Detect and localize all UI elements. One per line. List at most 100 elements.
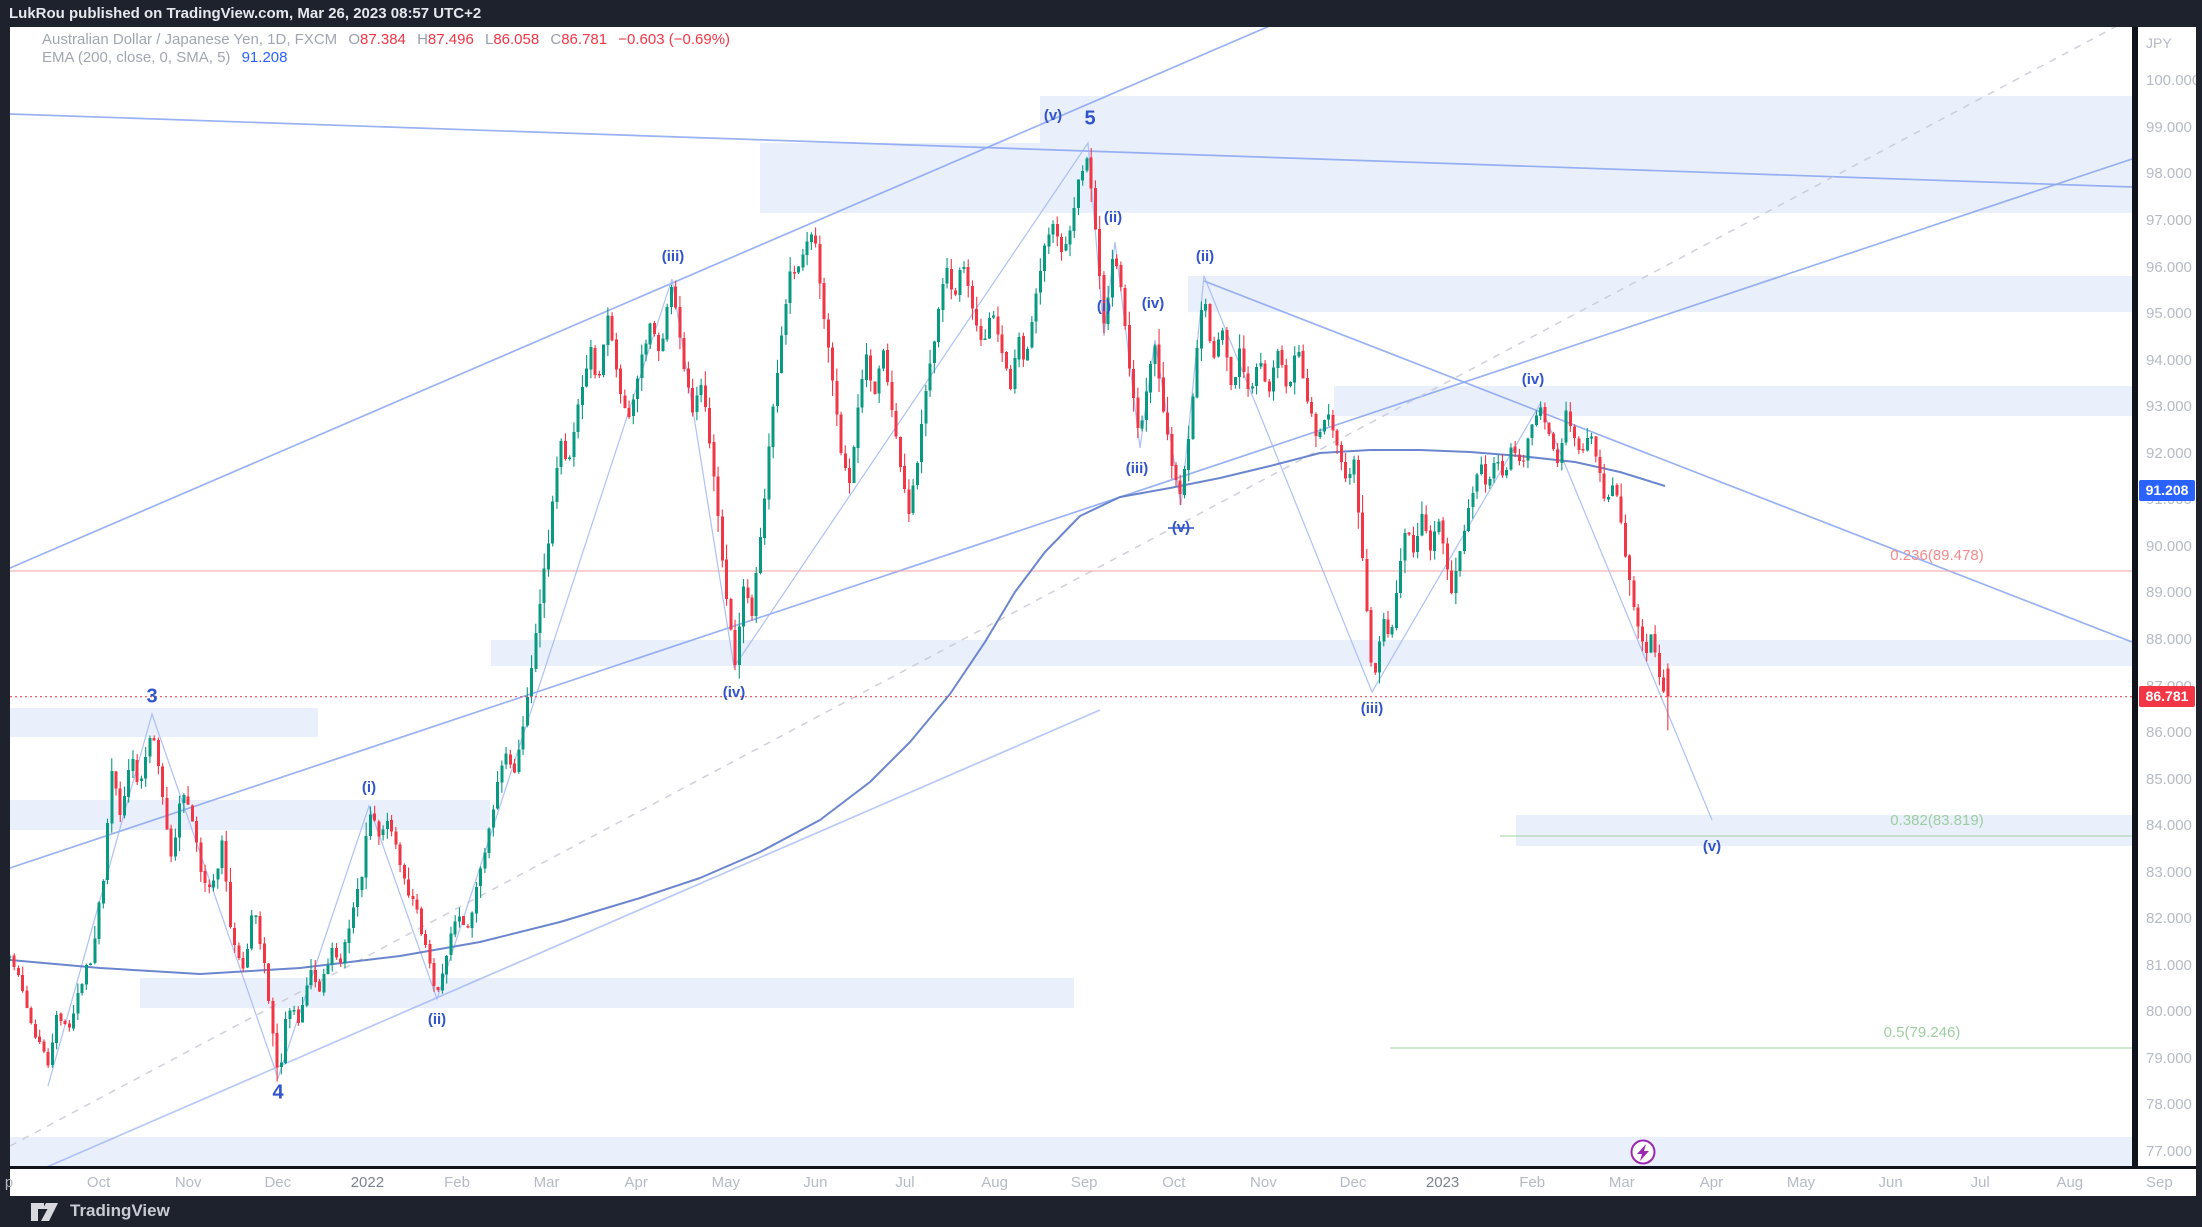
footer-bar: TradingView: [0, 1196, 2202, 1227]
symbol-row: Australian Dollar / Japanese Yen, 1D, FX…: [42, 31, 730, 49]
fib-level-label: 0.382(83.819): [1890, 812, 1983, 829]
low-label: L: [484, 31, 494, 48]
price-axis-tick: 98.000: [2146, 165, 2192, 183]
time-axis-tick: Mar: [1608, 1174, 1635, 1191]
fib-level-label: 0.5(79.246): [1884, 1024, 1961, 1041]
wave-label[interactable]: (iii): [662, 248, 685, 265]
price-axis-tick: 83.000: [2146, 863, 2192, 881]
wave-label[interactable]: (iv): [723, 684, 746, 701]
price-axis-tick: 93.000: [2146, 398, 2192, 416]
frame-right-edge: [2196, 0, 2202, 1227]
ema-line[interactable]: [10, 449, 1666, 975]
wave-label[interactable]: (v): [1703, 838, 1721, 855]
time-axis-tick: Aug: [2056, 1174, 2084, 1191]
publish-info-text: LukRou published on TradingView.com, Mar…: [9, 5, 482, 22]
open-value: 87.384: [360, 31, 406, 48]
time-axis-tick: 2022: [350, 1174, 385, 1191]
price-axis-tick: 94.000: [2146, 351, 2192, 369]
publish-info-bar: LukRou published on TradingView.com, Mar…: [0, 0, 2202, 27]
price-axis-tick: 90.000: [2146, 537, 2192, 555]
candles: [10, 147, 1670, 1082]
time-axis-tick: Feb: [444, 1174, 470, 1191]
axis-divider-horizontal: [10, 1166, 2196, 1169]
wave-label[interactable]: (v): [1044, 107, 1062, 124]
time-axis-tick: Jul: [895, 1174, 915, 1191]
wave-label[interactable]: (iii): [1361, 700, 1384, 717]
time-axis-tick: Apr: [1699, 1174, 1724, 1191]
last-price-badge: 86.781: [2139, 686, 2195, 708]
tradingview-brand-text[interactable]: TradingView: [70, 1201, 170, 1220]
time-axis-tick: Apr: [624, 1174, 648, 1191]
highlight-zone: [10, 1137, 2132, 1166]
time-axis-tick: Jul: [1970, 1174, 1990, 1191]
price-axis-tick: 97.000: [2146, 212, 2192, 229]
highlight-zone: [1516, 815, 2132, 846]
time-axis-tick: Dec: [264, 1174, 292, 1191]
highlight-zone: [1334, 386, 2132, 416]
price-axis-tick: 82.000: [2146, 910, 2192, 928]
price-axis-tick: 77.000: [2146, 1143, 2192, 1160]
highlight-zone: [491, 640, 2132, 666]
wave-label[interactable]: 5: [1084, 107, 1095, 129]
time-axis-tick: Sep: [2146, 1174, 2173, 1191]
price-axis-tick: 89.000: [2146, 584, 2192, 602]
axis-divider-vertical: [2132, 27, 2138, 1166]
wave-label[interactable]: (i): [1097, 298, 1111, 315]
wave-label[interactable]: 4: [272, 1081, 284, 1103]
time-axis-tick: Oct: [86, 1174, 111, 1191]
wave-label[interactable]: (ii): [428, 1011, 446, 1028]
time-axis-tick: 2023: [1425, 1174, 1460, 1191]
highlight-zone: [1188, 276, 2132, 312]
idea-lightning-marker[interactable]: [1630, 1139, 1656, 1165]
high-value: 87.496: [427, 31, 474, 48]
highlight-zone: [760, 143, 2132, 213]
price-axis-tick: 85.000: [2146, 770, 2192, 788]
wave-label[interactable]: (ii): [1104, 209, 1122, 226]
highlight-zone: [10, 708, 318, 737]
price-axis-currency: JPY: [2146, 35, 2172, 51]
indicator-title[interactable]: EMA (200, close, 0, SMA, 5): [42, 49, 231, 66]
open-label: O: [348, 31, 360, 48]
fib-level-label: 0.236(89.478): [1890, 547, 1983, 564]
price-axis-tick: 81.000: [2146, 956, 2192, 974]
high-label: H: [417, 31, 428, 48]
time-axis[interactable]: p Oct Nov Dec 2022 Feb Mar Apr May Jun Jul Aug Sep Oc…: [5, 1169, 2196, 1196]
time-axis-tick: May: [711, 1174, 740, 1191]
indicator-value: 91.208: [241, 49, 288, 66]
wave-label[interactable]: (iv): [1522, 371, 1545, 388]
time-axis-tick: Oct: [1162, 1174, 1186, 1191]
trendline[interactable]: [10, 709, 1101, 1183]
close-value: 86.781: [561, 31, 608, 48]
dashed-trendline[interactable]: [10, 18, 2132, 1147]
ema-price-badge: 91.208: [2139, 480, 2195, 502]
highlight-zone: [10, 800, 490, 830]
wave-label[interactable]: (iii): [1126, 460, 1149, 477]
tradingview-logo-icon[interactable]: [30, 1201, 64, 1223]
price-axis-tick: 79.000: [2146, 1049, 2192, 1067]
time-axis-tick: p: [4, 1174, 14, 1191]
trendline[interactable]: [10, 158, 2132, 869]
wave-label[interactable]: (i): [362, 779, 376, 796]
time-axis-tick: Dec: [1339, 1174, 1367, 1191]
time-axis-tick: Sep: [1070, 1174, 1098, 1191]
time-axis-tick: Nov: [174, 1174, 202, 1191]
highlight-zone: [140, 978, 1074, 1008]
wave-label[interactable]: (iv): [1142, 295, 1165, 312]
price-axis-tick: 78.000: [2146, 1096, 2192, 1114]
trendline[interactable]: [1203, 280, 2132, 643]
time-axis-tick: Aug: [981, 1174, 1008, 1191]
price-axis-tick: 84.000: [2146, 817, 2192, 835]
price-axis-tick: 99.000: [2146, 118, 2192, 136]
trendline[interactable]: [10, 113, 2132, 188]
elliott-wave-zigzag[interactable]: [47, 141, 1713, 1087]
wave-label[interactable]: 3: [146, 685, 157, 707]
wave-label[interactable]: (ii): [1196, 248, 1214, 265]
time-axis-tick: May: [1786, 1174, 1816, 1191]
price-axis-tick: 92.000: [2146, 444, 2192, 462]
symbol-title[interactable]: Australian Dollar / Japanese Yen, 1D, FX…: [42, 31, 338, 48]
price-axis[interactable]: JPY 100.000 99.000 98.000 97.000 96.000 95.000…: [2138, 27, 2200, 1166]
time-axis-tick: Mar: [533, 1174, 560, 1191]
price-axis-tick: 80.000: [2146, 1003, 2192, 1021]
